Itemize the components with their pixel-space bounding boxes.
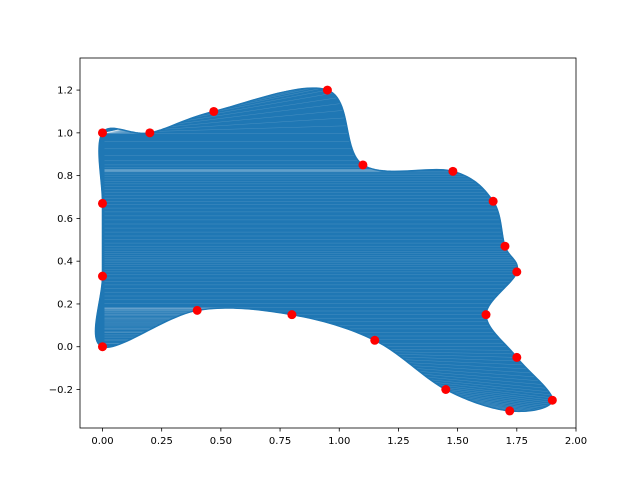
y-tick-label: 1.2 — [57, 86, 73, 97]
boundary-point — [370, 335, 380, 345]
boundary-point — [145, 128, 155, 138]
y-tick-label: 0.2 — [57, 299, 73, 310]
boundary-point — [97, 271, 107, 281]
x-tick-label: 0.75 — [269, 436, 291, 447]
y-axis: −0.2 0.0 0.2 0.4 0.6 0.8 1.0 1.2 — [49, 86, 80, 396]
boundary-point — [512, 267, 522, 277]
boundary-point — [547, 395, 557, 405]
x-tick-label: 2.00 — [565, 436, 587, 447]
boundary-point — [358, 160, 368, 170]
x-tick-label: 1.00 — [328, 436, 350, 447]
y-tick-label: 1.0 — [57, 128, 73, 139]
y-tick-label: 0.8 — [57, 171, 73, 182]
boundary-point — [97, 342, 107, 352]
boundary-point — [192, 305, 202, 315]
x-tick-label: 0.00 — [91, 436, 113, 447]
x-axis: 0.00 0.25 0.50 0.75 1.00 1.25 1.50 1.75 2.00 — [91, 428, 587, 447]
y-tick-label: 0.6 — [57, 214, 73, 225]
x-tick-label: 0.25 — [151, 436, 173, 447]
boundary-point — [500, 241, 510, 251]
x-tick-label: 0.50 — [210, 436, 232, 447]
boundary-point — [512, 352, 522, 362]
axes-frame — [79, 57, 577, 429]
y-tick-label: 0.4 — [57, 257, 73, 268]
x-tick-label: 1.50 — [446, 436, 468, 447]
y-tick-label: −0.2 — [49, 385, 73, 396]
boundary-point — [448, 166, 458, 176]
boundary-point — [97, 198, 107, 208]
boundary-point — [488, 196, 498, 206]
boundary-point — [287, 310, 297, 320]
boundary-point — [97, 128, 107, 138]
boundary-point — [209, 106, 219, 116]
boundary-point — [481, 310, 491, 320]
y-tick-label: 0.0 — [57, 342, 73, 353]
boundary-point — [322, 85, 332, 95]
boundary-point — [505, 406, 515, 416]
mesh-lines — [104, 87, 553, 412]
boundary-points — [97, 85, 557, 416]
x-tick-label: 1.25 — [387, 436, 409, 447]
x-tick-label: 1.75 — [506, 436, 528, 447]
boundary-point — [441, 385, 451, 394]
